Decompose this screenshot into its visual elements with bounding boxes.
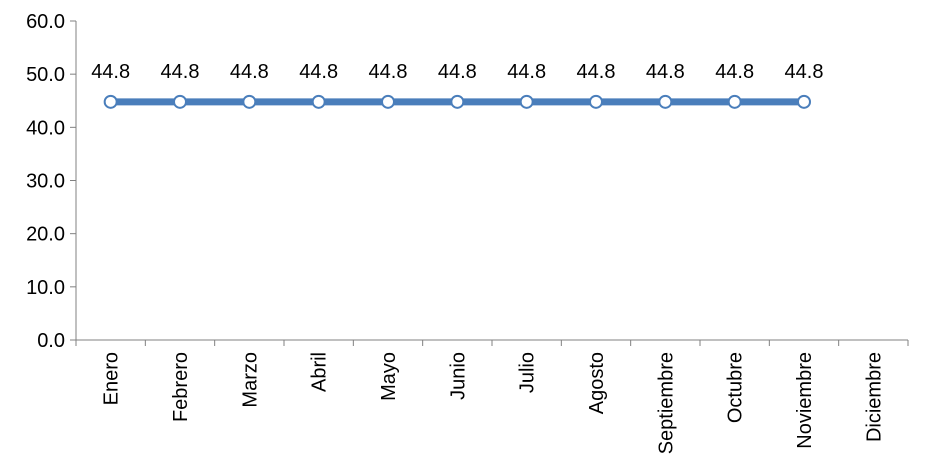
x-tick-label: Abril — [309, 352, 331, 392]
x-tick-label: Febrero — [170, 352, 192, 422]
data-point — [589, 94, 603, 109]
data-label: 44.8 — [369, 61, 408, 83]
data-label: 44.8 — [230, 61, 269, 83]
data-point — [727, 94, 742, 109]
x-axis: Enero Febrero Marzo Abril Mayo Junio Julio Agos… — [75, 339, 909, 454]
data-point — [450, 94, 465, 109]
plot-area: 44.8 44.8 44.8 44.8 44.8 44.8 44.8 44.8 44.8 44.8… — [91, 61, 824, 109]
data-point — [103, 94, 118, 109]
y-tick-label: 60.0 — [26, 11, 65, 33]
y-tick-label: 0.0 — [37, 330, 65, 352]
data-point — [242, 94, 257, 109]
data-label: 44.8 — [785, 61, 824, 83]
data-label: 44.8 — [646, 61, 685, 83]
data-label: 44.8 — [577, 61, 616, 83]
data-label: 44.8 — [91, 61, 130, 83]
x-tick-label: Enero — [101, 352, 123, 405]
data-point — [797, 94, 811, 109]
data-label: 44.8 — [161, 61, 200, 83]
x-tick-label: Agosto — [586, 352, 608, 414]
x-tick-label: Septiembre — [655, 352, 677, 454]
x-tick-label: Marzo — [239, 352, 261, 408]
y-tick-label: 10.0 — [26, 277, 65, 299]
data-point — [381, 94, 395, 109]
x-tick-label: Junio — [447, 352, 469, 400]
data-point — [311, 94, 326, 109]
data-label: 44.8 — [507, 61, 546, 83]
x-tick-label: Julio — [517, 352, 539, 393]
x-axis-ticks: Enero Febrero Marzo Abril Mayo Junio Julio Agos… — [75, 340, 909, 454]
x-tick-label: Octubre — [725, 352, 747, 423]
y-tick-label: 40.0 — [26, 117, 65, 139]
data-label: 44.8 — [299, 61, 338, 83]
x-tick-label: Diciembre — [863, 352, 885, 442]
y-tick-label: 20.0 — [26, 224, 65, 246]
y-axis: 0.0 10.0 20.0 30.0 40.0 50.0 60.0 — [26, 11, 77, 352]
x-tick-label: Mayo — [378, 352, 400, 401]
data-label: 44.8 — [438, 61, 477, 83]
data-point — [658, 94, 673, 109]
y-tick-label: 50.0 — [26, 64, 65, 86]
data-point — [519, 94, 534, 109]
y-axis-ticks: 0.0 10.0 20.0 30.0 40.0 50.0 60.0 — [26, 11, 76, 352]
data-label: 44.8 — [715, 61, 754, 83]
data-point — [173, 94, 187, 109]
y-tick-label: 30.0 — [26, 171, 65, 193]
x-tick-label: Noviembre — [794, 352, 816, 449]
